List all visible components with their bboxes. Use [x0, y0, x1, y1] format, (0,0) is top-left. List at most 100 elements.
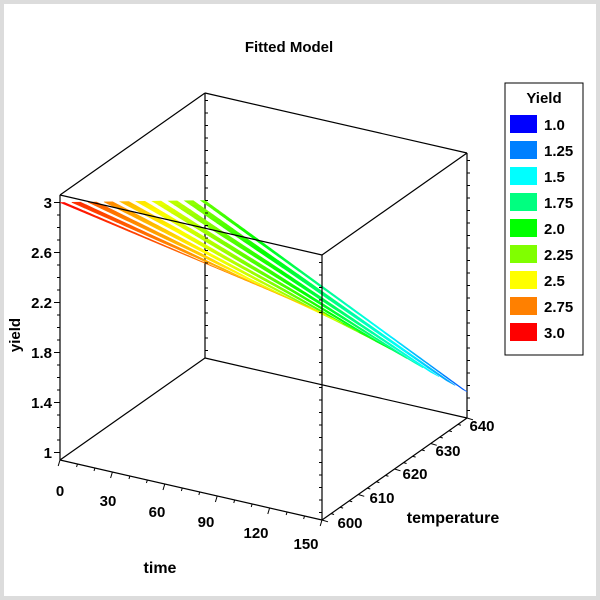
legend-swatch	[510, 141, 537, 159]
legend-swatch	[510, 167, 537, 185]
y-tick	[349, 500, 353, 503]
surface-strip	[118, 201, 391, 350]
y-tick	[358, 494, 365, 497]
x-tick-label: 30	[100, 493, 117, 510]
y-tick-label: 630	[435, 443, 460, 460]
y-tick	[466, 417, 474, 421]
legend-swatch	[510, 115, 537, 133]
x-tick	[303, 515, 306, 520]
y-tick	[339, 506, 344, 509]
y-tick	[376, 481, 380, 484]
legend-label: 2.0	[544, 221, 565, 238]
y-tick-label: 640	[469, 418, 494, 435]
x-tick	[233, 499, 236, 504]
surface	[59, 200, 468, 393]
x-tick-label: 90	[198, 514, 215, 531]
surface-patch	[407, 358, 424, 369]
y-tick	[367, 487, 371, 490]
x-tick	[198, 491, 201, 496]
x-tick	[162, 483, 166, 491]
y-tick	[394, 468, 401, 472]
box-edge	[204, 357, 468, 419]
surface-patch	[423, 367, 440, 378]
y-tick	[448, 430, 453, 433]
surface-strip	[167, 200, 440, 378]
y-tick	[439, 436, 443, 439]
y-tick-label: 600	[337, 515, 362, 532]
surface-patch	[343, 324, 359, 333]
legend-swatch	[510, 245, 537, 263]
x-tick-label: 0	[56, 483, 64, 500]
y-tick	[421, 449, 425, 452]
box-edge	[59, 459, 323, 521]
y-tick	[385, 474, 389, 477]
x-axis-title: time	[144, 560, 177, 577]
legend-swatch	[510, 297, 537, 315]
surface-patch	[439, 375, 456, 386]
box-edge	[204, 92, 468, 154]
box-edge	[59, 357, 206, 461]
x-tick	[214, 495, 218, 503]
z-tick-label: 2.2	[31, 295, 52, 312]
surface-patch	[375, 341, 391, 350]
x-tick-label: 150	[293, 536, 318, 553]
surface-patch	[455, 384, 468, 393]
legend-label: 2.5	[544, 273, 565, 290]
y-tick-label: 620	[402, 466, 427, 483]
y-tick	[412, 455, 416, 458]
y-tick	[330, 513, 335, 516]
surface-patch	[391, 349, 408, 359]
surface-strip	[59, 202, 327, 316]
x-tick	[267, 507, 271, 515]
y-tick	[403, 462, 407, 465]
x-tick	[110, 471, 113, 479]
surface-patch	[359, 332, 375, 342]
surface-strip	[151, 200, 424, 369]
box-edge	[321, 152, 468, 256]
chart-title: Fitted Model	[245, 39, 333, 56]
x-tick	[180, 487, 183, 492]
legend-swatch	[510, 323, 537, 341]
z-tick-label: 2.6	[31, 245, 52, 262]
y-tick-label: 610	[369, 490, 394, 507]
surface-strip	[199, 200, 468, 393]
legend-title: Yield	[526, 90, 561, 107]
legend-label: 1.25	[544, 143, 573, 160]
z-tick-label: 1	[44, 445, 52, 462]
surface-patch	[327, 315, 343, 324]
x-tick-label: 60	[149, 504, 166, 521]
x-tick	[76, 463, 78, 468]
legend-swatch	[510, 219, 537, 237]
x-tick	[285, 511, 288, 516]
y-tick	[430, 443, 437, 446]
legend-label: 2.25	[544, 247, 573, 264]
box-edge	[59, 92, 206, 196]
x-tick	[319, 519, 323, 527]
x-tick	[57, 459, 61, 467]
x-tick	[128, 475, 131, 480]
y-tick	[457, 423, 462, 426]
x-tick-label: 120	[243, 525, 268, 542]
legend-label: 1.5	[544, 169, 565, 186]
z-tick-label: 1.8	[31, 345, 52, 362]
z-tick-label: 3	[44, 195, 52, 212]
legend-swatch	[510, 271, 537, 289]
x-tick	[93, 467, 96, 472]
z-tick-label: 1.4	[31, 395, 53, 412]
y-tick	[321, 519, 329, 523]
y-axis-title: temperature	[407, 510, 500, 527]
legend-label: 3.0	[544, 325, 565, 342]
x-tick	[145, 479, 148, 484]
axis-ticks	[54, 100, 474, 527]
legend-swatch	[510, 193, 537, 211]
z-axis-title: yield	[7, 318, 24, 352]
x-tick	[250, 503, 253, 508]
legend-label: 2.75	[544, 299, 573, 316]
box-edge	[59, 194, 323, 256]
legend-label: 1.75	[544, 195, 573, 212]
legend-label: 1.0	[544, 117, 565, 134]
surface-strip	[183, 200, 456, 386]
legend: Yield 1.0 1.25 1.5 1.75 2.0 2.25 2.5 2.75 3.0	[504, 82, 584, 356]
